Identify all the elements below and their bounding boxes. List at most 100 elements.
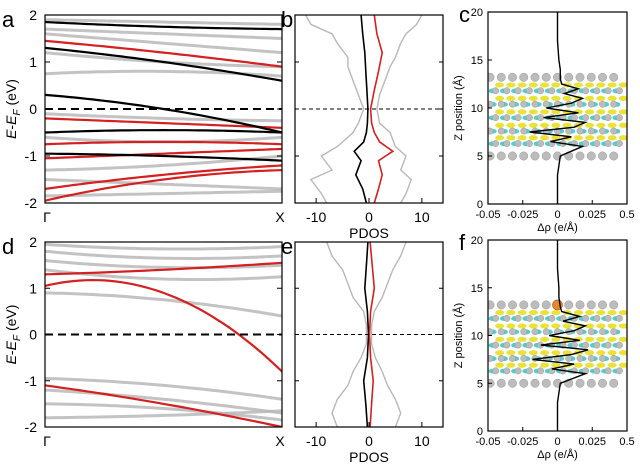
atom <box>508 378 517 388</box>
y-tick-label: 2 <box>29 234 37 250</box>
y-tick-label: 5 <box>477 151 483 163</box>
y-tick-label: 20 <box>471 7 483 19</box>
isosurface-positive <box>540 82 550 88</box>
atom <box>497 127 505 135</box>
atom <box>610 100 618 108</box>
atom <box>525 314 533 322</box>
atom <box>530 72 540 82</box>
isosurface-positive <box>596 82 606 88</box>
atom <box>537 114 545 122</box>
x-tick-label: 0.025 <box>578 436 606 448</box>
isosurface-positive <box>540 135 550 141</box>
atom <box>525 87 533 95</box>
pdos-gray-1 <box>376 14 423 204</box>
atom <box>565 354 573 362</box>
y-tick-label: 10 <box>471 331 483 343</box>
structure-layer <box>488 72 627 161</box>
isosurface-positive <box>528 109 538 115</box>
band-gray-8 <box>45 409 282 420</box>
atom <box>586 151 596 161</box>
x-axis-label: Δρ (e/Å) <box>537 448 578 461</box>
band-gray-1 <box>45 27 282 40</box>
atom <box>564 300 574 310</box>
isosurface-positive <box>495 362 505 368</box>
isosurface-positive <box>596 362 606 368</box>
isosurface-positive <box>528 336 538 342</box>
atom <box>615 114 623 122</box>
isosurface-positive <box>528 309 538 316</box>
atom <box>503 367 511 375</box>
band-gray-3 <box>45 268 282 281</box>
isosurface-positive <box>506 309 516 316</box>
x-tick-label: -0.05 <box>475 209 500 221</box>
isosurface-positive <box>517 309 527 316</box>
atom <box>609 378 619 388</box>
y-tick-label: 5 <box>477 378 483 390</box>
isosurface-positive <box>585 135 595 141</box>
x-tick-label: -10 <box>306 209 326 225</box>
isosurface-positive <box>585 309 595 316</box>
isosurface-positive <box>596 336 606 342</box>
isosurface-positive <box>607 95 617 101</box>
panel-letter-c: c <box>459 2 470 27</box>
isosurface-positive <box>585 350 595 356</box>
y-tick-label: 0 <box>29 327 37 343</box>
x-tick-label: -10 <box>306 433 326 449</box>
y-tick-label: 0 <box>477 199 483 211</box>
band-red-5 <box>45 169 282 202</box>
isosurface-positive <box>596 350 606 356</box>
isosurface-positive <box>607 309 617 316</box>
atom <box>496 378 506 388</box>
isosurface-positive <box>495 109 505 115</box>
atom <box>604 140 612 147</box>
isosurface-positive <box>506 336 516 342</box>
atom <box>548 87 556 95</box>
y-axis-label: Z position (Å) <box>452 75 465 140</box>
x-tick-label: 0 <box>365 209 373 225</box>
atom <box>509 354 516 362</box>
atom <box>530 151 540 161</box>
isosurface-positive <box>551 362 561 368</box>
y-tick-label: 1 <box>29 280 37 296</box>
pdos-red-0 <box>369 14 395 204</box>
x-tick-label: 0 <box>365 433 373 449</box>
atom <box>496 300 506 310</box>
atom <box>525 341 533 349</box>
atom <box>604 367 612 375</box>
x-tick-label: 0 <box>554 209 560 221</box>
atom <box>530 300 540 310</box>
isosurface-positive <box>585 82 595 88</box>
atom <box>508 300 517 310</box>
atom <box>593 367 601 375</box>
panel-letter-e: e <box>281 234 293 259</box>
atom <box>514 341 522 349</box>
atom <box>598 151 607 161</box>
x-tick-label: 0.025 <box>578 209 606 221</box>
isosurface-positive <box>540 323 550 329</box>
isosurface-positive <box>506 362 516 368</box>
isosurface-positive <box>562 95 572 101</box>
atom <box>519 72 529 82</box>
atom <box>576 354 584 362</box>
isosurface-positive <box>517 362 527 368</box>
atom <box>509 100 516 108</box>
isosurface-positive <box>495 82 505 88</box>
atom <box>575 378 585 388</box>
y-axis-label: E-EF (eV) <box>3 305 23 365</box>
isosurface-positive <box>618 323 627 329</box>
x-tick-label-gamma: Γ <box>43 433 51 449</box>
band-gray-2 <box>45 259 282 270</box>
isosurface-positive <box>551 95 561 101</box>
atom <box>593 140 601 147</box>
isosurface-positive <box>596 95 606 101</box>
atom <box>598 300 607 310</box>
isosurface-positive <box>551 309 561 316</box>
atom <box>537 87 545 95</box>
isosurface-positive <box>528 95 538 101</box>
isosurface-positive <box>540 109 550 115</box>
x-tick-label: 10 <box>414 433 430 449</box>
x-tick-label: 0.5 <box>619 209 634 221</box>
y-axis-label: Z position (Å) <box>452 303 465 368</box>
isosurface-positive <box>540 336 550 342</box>
